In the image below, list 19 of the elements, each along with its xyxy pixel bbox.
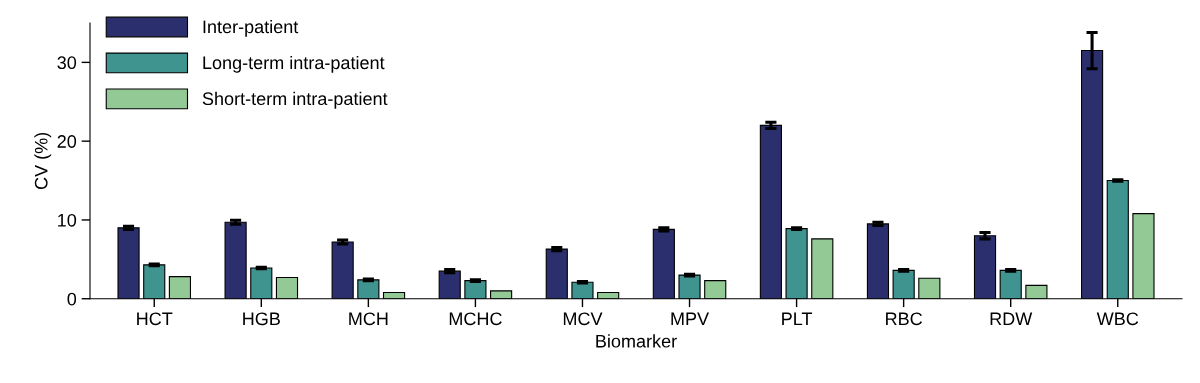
y-axis-title: CV (%) [34,132,52,190]
x-tick-label: PLT [782,312,813,326]
y-tick-label: 20 [57,135,77,148]
x-tick-label: MCHC [449,312,502,326]
x-tick-label: MCH [349,312,388,326]
x-tick-label: WBC [1096,312,1139,326]
x-axis-title: Biomarker [596,334,677,348]
x-tick-label: HGB [243,312,280,326]
x-tick-label: RDW [990,312,1033,326]
x-tick-label: MPV [671,312,710,326]
x-tick-label: RBC [886,312,923,326]
legend-label: Short-term intra-patient [202,91,388,109]
y-tick-label: 30 [57,56,77,70]
legend-label: Inter-patient [203,19,299,37]
legend-label: Long-term intra-patient [203,55,385,73]
x-tick-label: MCV [563,312,603,326]
y-tick-label: 0 [67,292,77,306]
x-tick-label: HCT [137,312,173,326]
y-tick-label: 10 [58,213,77,227]
